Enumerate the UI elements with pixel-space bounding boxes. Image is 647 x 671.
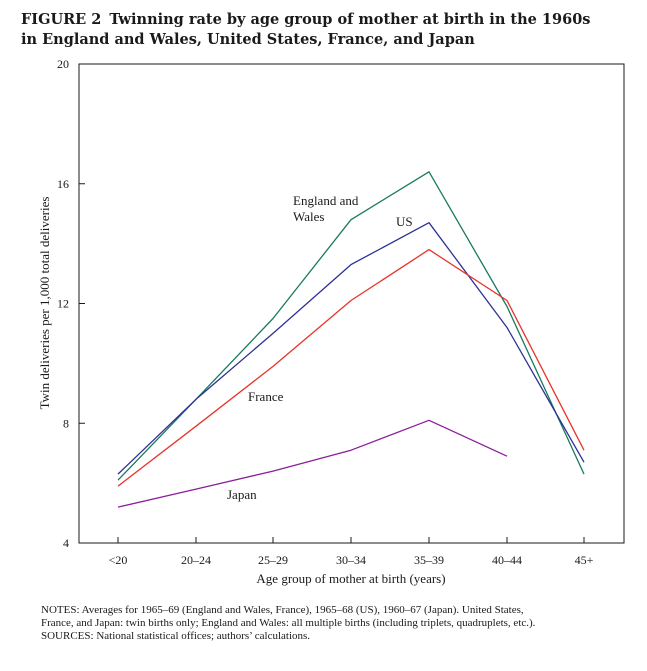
x-tick-label: 25–29 bbox=[258, 553, 288, 567]
series-label-layer: England and Wales US France Japan bbox=[227, 193, 413, 502]
x-axis: <20 20–24 25–29 30–34 35–39 40–44 45+ bbox=[109, 537, 594, 567]
notes-line-1: NOTES: Averages for 1965–69 (England and… bbox=[41, 604, 524, 616]
series-label-line: France bbox=[248, 389, 284, 404]
y-axis: 4 8 12 16 20 bbox=[57, 57, 85, 550]
y-tick-label: 20 bbox=[57, 57, 69, 71]
x-axis-title: Age group of mother at birth (years) bbox=[256, 571, 445, 586]
series-line-england-and-wales bbox=[117, 171, 585, 481]
line-chart: 4 8 12 16 20 <20 20–24 25–29 30–34 35–39 40–44 45+… bbox=[37, 57, 625, 586]
x-tick-label: 30–34 bbox=[336, 553, 366, 567]
y-tick-label: 12 bbox=[57, 297, 69, 311]
notes: NOTES: Averages for 1965–69 (England and… bbox=[41, 604, 641, 643]
series-layer bbox=[117, 171, 585, 508]
x-tick-label: <20 bbox=[109, 553, 128, 567]
title-line-2: in England and Wales, United States, Fra… bbox=[21, 31, 475, 48]
series-line-us bbox=[117, 222, 585, 475]
chart-title: FIGURE 2 Twinning rate by age group of mo… bbox=[21, 10, 631, 50]
x-tick-label: 20–24 bbox=[181, 553, 211, 567]
notes-line-2: France, and Japan: twin births only; Eng… bbox=[41, 617, 536, 629]
x-tick-label: 35–39 bbox=[414, 553, 444, 567]
y-tick-label: 8 bbox=[63, 416, 69, 430]
series-label-japan: Japan bbox=[227, 487, 257, 502]
y-tick-label: 16 bbox=[57, 177, 69, 191]
plot-frame bbox=[78, 63, 625, 544]
x-tick-label: 45+ bbox=[575, 553, 594, 567]
x-tick-label: 40–44 bbox=[492, 553, 522, 567]
series-line-france bbox=[117, 248, 585, 487]
series-label-england-and-wales: England and Wales bbox=[293, 193, 359, 224]
series-label-line: Wales bbox=[293, 209, 324, 224]
series-label-france: France bbox=[248, 389, 284, 404]
series-line-japan bbox=[117, 419, 508, 508]
series-label-line: US bbox=[396, 214, 413, 229]
title-line-1: Twinning rate by age group of mother at … bbox=[109, 11, 591, 28]
series-label-line: England and bbox=[293, 193, 359, 208]
figure-number: FIGURE 2 bbox=[21, 11, 102, 28]
series-label-line: Japan bbox=[227, 487, 257, 502]
y-axis-title: Twin deliveries per 1,000 total deliveri… bbox=[37, 197, 52, 410]
y-tick-label: 4 bbox=[63, 536, 69, 550]
sources-line: SOURCES: National statistical offices; a… bbox=[41, 630, 311, 642]
series-label-us: US bbox=[396, 214, 413, 229]
